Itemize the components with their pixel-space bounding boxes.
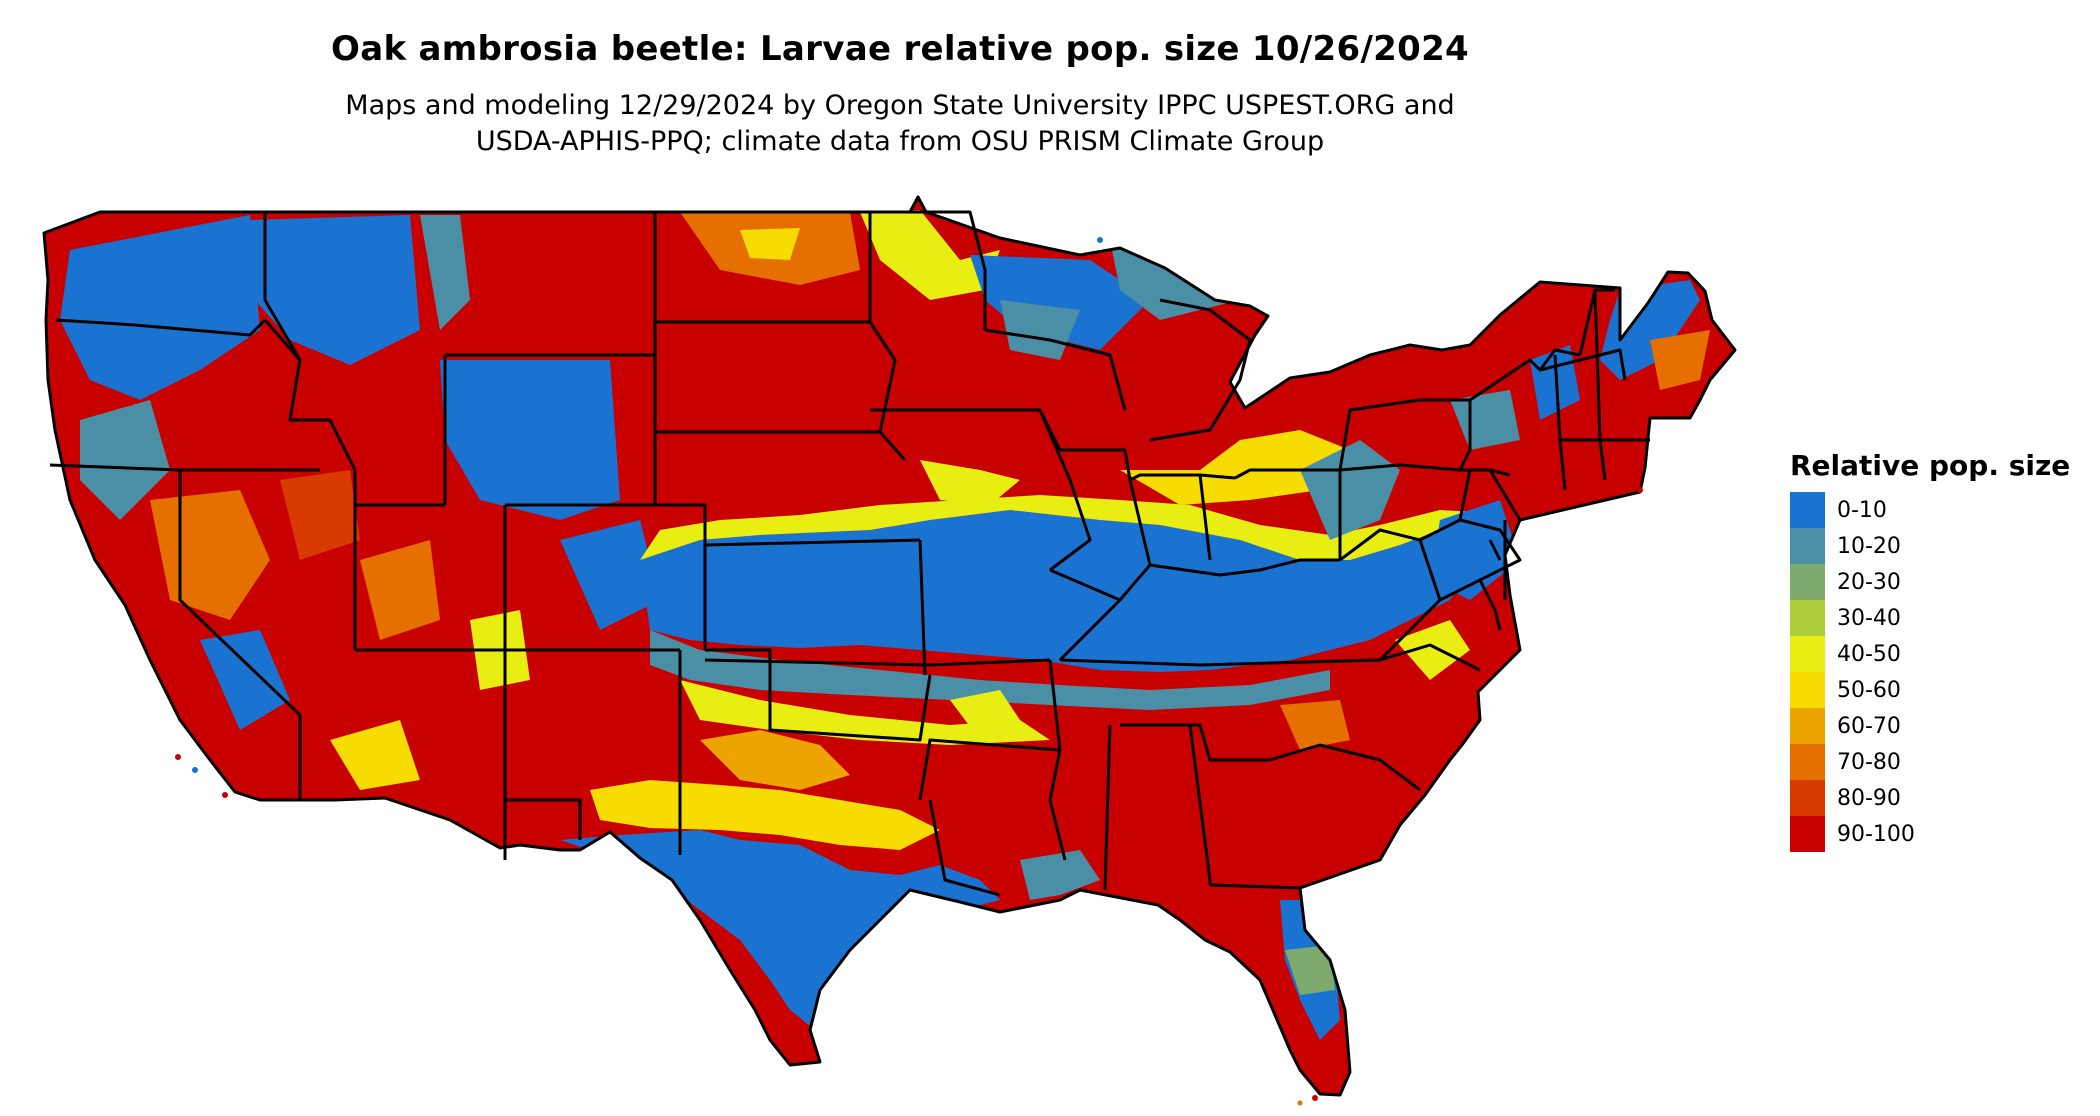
legend-swatch [1790,492,1825,528]
legend-item: 40-50 [1790,636,2090,672]
legend-item: 20-30 [1790,564,2090,600]
legend-item: 0-10 [1790,492,2090,528]
us-outline [42,195,1737,1097]
legend-label: 40-50 [1837,641,1901,667]
legend-label: 20-30 [1837,569,1901,595]
legend-swatch [1790,708,1825,744]
subtitle-line-2: USDA-APHIS-PPQ; climate data from OSU PR… [475,126,1325,157]
legend-swatch [1790,744,1825,780]
legend-label: 0-10 [1837,497,1887,523]
legend-swatch [1790,528,1825,564]
legend-item: 80-90 [1790,780,2090,816]
legend-label: 50-60 [1837,677,1901,703]
legend-label: 60-70 [1837,713,1901,739]
legend-label: 30-40 [1837,605,1901,631]
legend-swatch [1790,600,1825,636]
legend-swatch [1790,636,1825,672]
map-title: Oak ambrosia beetle: Larvae relative pop… [331,29,1469,69]
legend-label: 80-90 [1837,785,1901,811]
legend-items: 0-10 10-20 20-30 30-40 40-50 50-60 60-70 70-80 8… [1790,492,2090,852]
island-specks [175,237,1643,1106]
legend-title: Relative pop. size [1790,449,2071,482]
legend-swatch [1790,780,1825,816]
legend-label: 10-20 [1837,533,1901,559]
legend-label: 90-100 [1837,821,1915,847]
legend-item: 60-70 [1790,708,2090,744]
subtitle-line-1: Maps and modeling 12/29/2024 by Oregon S… [345,90,1455,121]
legend-item: 50-60 [1790,672,2090,708]
legend-item: 10-20 [1790,528,2090,564]
state-boundaries [42,195,1737,1097]
map-subtitle: Maps and modeling 12/29/2024 by Oregon S… [0,88,1800,160]
legend-swatch [1790,564,1825,600]
map-legend: Relative pop. size 0-10 10-20 20-30 30-40 40… [1790,448,2090,852]
legend-item: 70-80 [1790,744,2090,780]
legend-label: 70-80 [1837,749,1901,775]
larvae-population-raster [44,197,1735,1095]
legend-swatch [1790,672,1825,708]
legend-item: 90-100 [1790,816,2090,852]
legend-item: 30-40 [1790,600,2090,636]
legend-swatch [1790,816,1825,852]
